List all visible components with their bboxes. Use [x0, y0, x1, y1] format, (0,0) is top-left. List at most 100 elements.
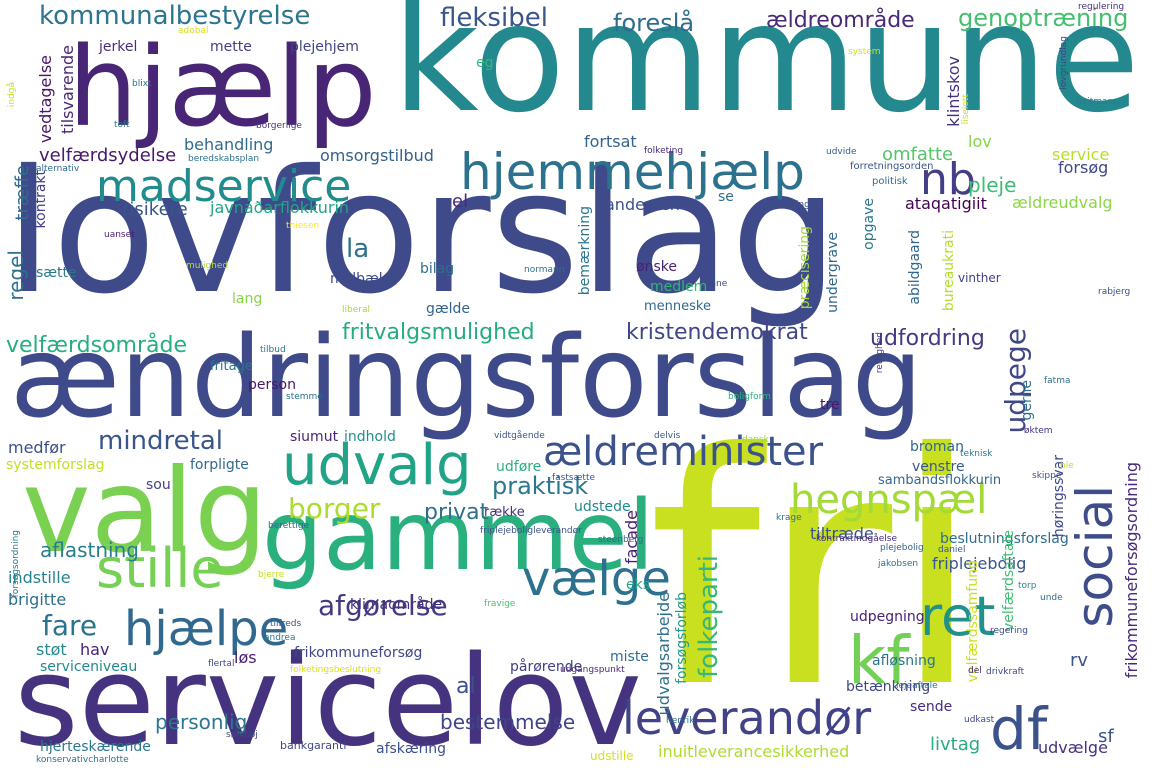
word: personlig: [155, 710, 248, 734]
word: livtag: [930, 734, 981, 755]
word: flertal: [208, 659, 235, 669]
word: vælge: [522, 551, 671, 607]
word: javnaðarflokkurin: [210, 198, 350, 217]
word: del: [968, 666, 982, 676]
word: boligform: [728, 392, 771, 402]
word: dansk: [742, 435, 769, 445]
word: vinther: [958, 271, 1001, 285]
word: sou: [146, 477, 171, 493]
word: gammel: [262, 480, 655, 592]
word: udstille: [590, 749, 634, 763]
word: regel: [4, 250, 28, 301]
word: regulering: [1078, 2, 1125, 12]
word: lovforslag: [5, 134, 839, 332]
word: velfærdssamfund: [965, 560, 981, 683]
word: servicelov: [14, 630, 642, 770]
word: systemforslag: [6, 457, 105, 473]
word: drivkraft: [986, 667, 1025, 677]
word: stemme: [286, 392, 323, 402]
word: regering: [990, 626, 1028, 636]
word: toft: [114, 120, 130, 130]
word: tilsvarende: [58, 45, 77, 134]
word: steenberg: [598, 535, 644, 545]
word: fare: [42, 609, 98, 642]
word: gerne: [1019, 380, 1035, 421]
word: udkast: [964, 715, 995, 725]
word: serviceniveau: [40, 659, 138, 675]
word: praktisk: [492, 472, 589, 500]
word: hjælpe: [124, 601, 289, 657]
word: plejehjem: [290, 39, 359, 55]
word: træffe: [12, 165, 33, 221]
word: pleje: [968, 173, 1017, 197]
word: indhold: [344, 429, 396, 445]
word: ble: [1060, 461, 1074, 471]
word: fritvalgsmulighed: [342, 320, 535, 345]
word: forsøgsforløb: [674, 592, 690, 684]
word: teknisk: [960, 449, 993, 459]
word: forpligte: [190, 457, 249, 473]
word: gælde: [426, 301, 471, 317]
word: udvalg: [282, 433, 472, 498]
word: medlem: [650, 279, 708, 295]
word: venstre: [912, 459, 965, 475]
word: nb: [920, 154, 976, 205]
word: mette: [210, 39, 252, 55]
word: stille: [96, 537, 224, 600]
word: ældreudvalg: [1012, 193, 1113, 212]
word: beslutningsforslag: [940, 531, 1069, 547]
word: liberal: [342, 305, 370, 315]
word: andrea: [264, 633, 296, 643]
word: al: [456, 674, 476, 699]
word: jane: [708, 279, 728, 289]
word: skippe: [1032, 471, 1062, 481]
word: madservice: [96, 161, 352, 212]
word: krage: [776, 513, 802, 523]
word: folketing: [644, 146, 684, 156]
word: jakobsen: [878, 559, 919, 569]
word: df: [990, 695, 1048, 763]
word: medfør: [8, 438, 66, 457]
word: mindretal: [98, 426, 223, 456]
word: vidtgående: [494, 431, 545, 441]
word: behandling: [184, 135, 274, 154]
word: la: [346, 234, 370, 264]
word: adobal: [178, 26, 209, 36]
word: leverandør: [622, 691, 872, 745]
word: lang: [232, 291, 263, 307]
word: frikommuneforsøgsordning: [1122, 462, 1141, 679]
word: eg: [476, 55, 494, 71]
word: tilbud: [260, 345, 286, 355]
word: hjemmehjælp: [460, 143, 805, 201]
word: daniel: [938, 545, 966, 555]
word: ældreminister: [543, 429, 824, 475]
word: system: [848, 47, 881, 57]
word: omfatte: [882, 144, 954, 165]
word: jerkel: [99, 39, 138, 55]
word: udføre: [496, 459, 542, 475]
word: foreslå: [613, 9, 695, 37]
word: blixt: [132, 79, 152, 89]
word: bureaukrati: [941, 230, 957, 312]
word: tilfreds: [270, 619, 302, 629]
word: folkeparti: [694, 555, 724, 678]
word: afløsning: [872, 653, 936, 669]
word: kontrakt: [33, 170, 49, 229]
word: tiltræde: [810, 524, 874, 543]
word: forretningsorden: [850, 161, 934, 172]
word: genoptræning: [958, 4, 1129, 32]
word: tre: [820, 397, 840, 413]
word: lov: [968, 132, 992, 151]
word: betænkning: [846, 679, 931, 695]
word: friplejeboligleverandør: [480, 526, 582, 536]
word: kf: [848, 622, 910, 699]
word: fri: [648, 386, 982, 758]
word: bilag: [420, 261, 455, 277]
word: abildgaard: [907, 230, 923, 305]
word: udvælge: [1038, 738, 1108, 757]
word: bjerre: [258, 570, 285, 580]
word: afskæring: [376, 741, 447, 757]
word: udfordring: [870, 326, 985, 351]
word: forsøgsordning: [11, 530, 21, 598]
